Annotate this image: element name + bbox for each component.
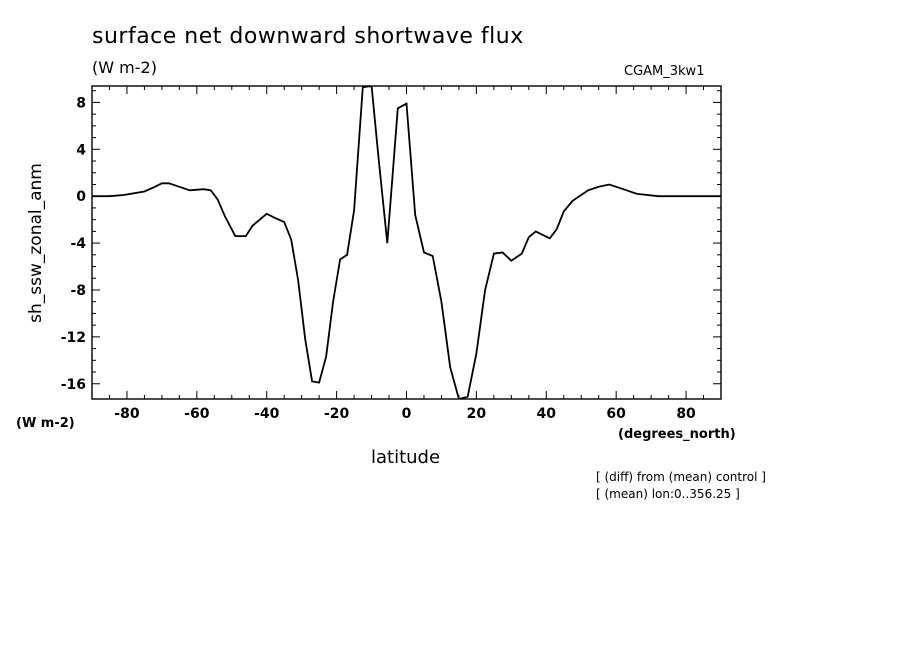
- x-tick-label: -80: [114, 406, 140, 422]
- y-tick-label: 4: [76, 142, 86, 158]
- chart-units: (W m-2): [92, 58, 157, 77]
- y-tick-label: -16: [61, 377, 86, 393]
- x-tick-label: -40: [254, 406, 280, 422]
- y-tick-label: -12: [61, 330, 86, 346]
- x-tick-label: -20: [324, 406, 350, 422]
- x-tick-label: 60: [606, 406, 626, 422]
- x-tick-label: 80: [676, 406, 696, 422]
- y-axis-units: (W m-2): [16, 416, 75, 431]
- x-axis-units: (degrees_north): [618, 427, 736, 442]
- note-diff: [ (diff) from (mean) control ]: [596, 470, 766, 484]
- y-tick-label: -8: [70, 283, 86, 299]
- run-label: CGAM_3kw1: [624, 64, 705, 79]
- x-tick-label: 20: [467, 406, 487, 422]
- x-axis-label: latitude: [371, 447, 441, 468]
- y-tick-label: 0: [76, 189, 86, 205]
- x-tick-label: 0: [402, 406, 412, 422]
- plot-frame: [91, 85, 722, 400]
- y-tick-label: -4: [70, 236, 86, 252]
- x-tick-label: 40: [537, 406, 557, 422]
- chart-title: surface net downward shortwave flux: [92, 24, 524, 49]
- x-tick-label: -60: [184, 406, 210, 422]
- y-tick-label: 8: [76, 95, 86, 111]
- series-line: [92, 86, 721, 399]
- note-mean: [ (mean) lon:0..356.25 ]: [596, 487, 740, 501]
